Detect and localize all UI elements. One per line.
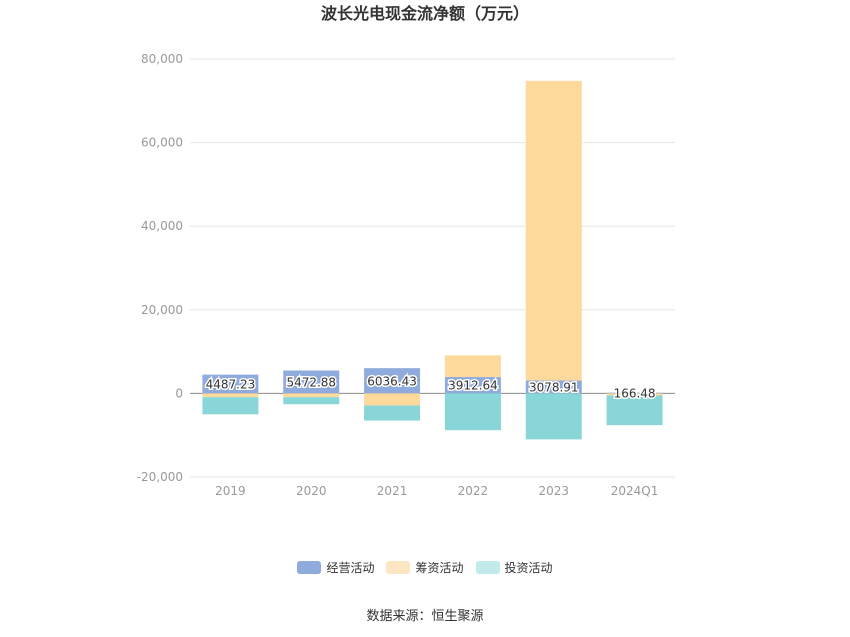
data-label: 6036.43 xyxy=(367,374,417,388)
bar-投资活动-2023[interactable] xyxy=(525,393,582,440)
legend-item[interactable]: 筹资活动 xyxy=(386,559,464,576)
legend-swatch xyxy=(475,561,500,574)
chart-title: 波长光电现金流净额（万元） xyxy=(320,4,529,23)
bar-投资活动-2022[interactable] xyxy=(444,393,501,431)
bar-投资活动-2021[interactable] xyxy=(364,405,421,421)
bar-筹资活动-2021[interactable] xyxy=(364,393,421,406)
y-tick-label: 40,000 xyxy=(141,219,183,233)
data-label: 3912.64 xyxy=(448,379,498,393)
x-tick-label: 2023 xyxy=(538,484,569,498)
bar-筹资活动-2023[interactable] xyxy=(525,80,582,381)
bar-经营活动-2022[interactable] xyxy=(444,377,501,394)
x-tick-label: 2022 xyxy=(458,484,489,498)
bar-筹资活动-2020[interactable] xyxy=(283,393,340,398)
legend-label: 经营活动 xyxy=(326,561,375,575)
x-tick-label: 2020 xyxy=(296,484,327,498)
bar-投资活动-2019[interactable] xyxy=(202,397,259,415)
x-tick-label: 2019 xyxy=(215,484,246,498)
y-tick-label: 80,000 xyxy=(141,52,183,66)
legend-label: 投资活动 xyxy=(504,561,553,575)
legend-swatch xyxy=(297,561,322,574)
legend-swatch xyxy=(386,561,411,574)
data-label: 4487.23 xyxy=(206,378,256,392)
legend-item[interactable]: 经营活动 xyxy=(297,559,374,576)
y-tick-label: 20,000 xyxy=(141,303,183,317)
data-source-note: 数据来源：恒生聚源 xyxy=(366,609,484,624)
bar-经营活动-2023[interactable] xyxy=(525,380,582,394)
y-tick-label: 60,000 xyxy=(141,136,183,150)
bar-投资活动-2020[interactable] xyxy=(283,397,340,405)
bar-筹资活动-2019[interactable] xyxy=(202,393,259,398)
bar-经营活动-2024Q1[interactable] xyxy=(606,392,663,394)
legend-label: 筹资活动 xyxy=(415,561,464,575)
legend-item[interactable]: 投资活动 xyxy=(475,559,553,576)
y-tick-label: -20,000 xyxy=(137,470,183,484)
bar-经营活动-2021[interactable] xyxy=(364,368,421,394)
y-tick-label: 0 xyxy=(175,386,183,400)
bar-筹资活动-2022[interactable] xyxy=(444,355,501,378)
bar-投资活动-2024Q1[interactable] xyxy=(606,395,663,426)
x-tick-label: 2024Q1 xyxy=(611,484,659,498)
data-label: 166.48 xyxy=(614,387,656,401)
bar-筹资活动-2024Q1[interactable] xyxy=(606,393,663,396)
chart-legend: 经营活动 筹资活动 投资活动 xyxy=(0,559,850,576)
data-label: 3078.91 xyxy=(529,380,579,394)
x-tick-label: 2021 xyxy=(377,484,408,498)
bar-经营活动-2019[interactable] xyxy=(202,374,259,394)
data-label: 5472.88 xyxy=(286,375,336,389)
bar-经营活动-2020[interactable] xyxy=(283,370,340,394)
